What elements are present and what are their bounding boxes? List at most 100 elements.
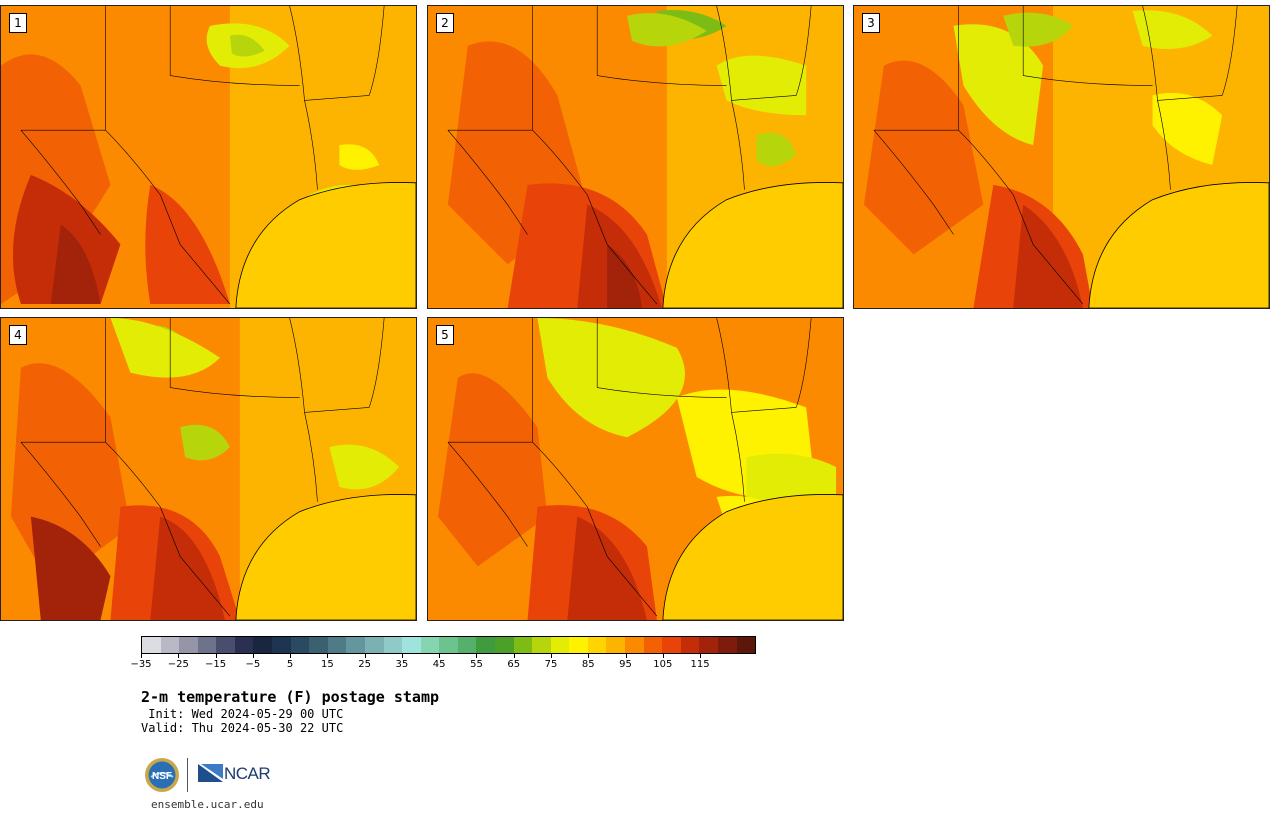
colorbar-segment [234, 637, 254, 653]
temperature-region [30, 516, 111, 620]
colorbar-tick-label: 35 [395, 659, 409, 670]
gulf-of-mexico [235, 182, 416, 308]
colorbar-segment [494, 637, 514, 653]
colorbar-tick-label: 65 [507, 659, 521, 670]
colorbar-segment [606, 637, 626, 653]
colorbar-segment [717, 637, 737, 653]
figure-title: 2-m temperature (F) postage stamp [141, 688, 440, 706]
temperature-region [180, 424, 230, 461]
colorbar-segment [364, 637, 384, 653]
website-link[interactable]: ensemble.ucar.edu [151, 798, 264, 811]
colorbar-tick-label: 115 [690, 659, 710, 670]
temperature-region [567, 516, 647, 620]
temperature-region [716, 55, 807, 116]
colorbar-segment [346, 637, 365, 653]
state-border [731, 100, 745, 190]
state-border [731, 412, 745, 502]
panel-1: 1 [0, 5, 417, 309]
colorbar-segment [513, 637, 533, 653]
state-border [873, 129, 954, 235]
state-border [304, 100, 318, 190]
gulf-of-mexico [662, 494, 843, 620]
temperature-map [1, 318, 416, 620]
state-border [795, 318, 812, 408]
temperature-region [329, 444, 400, 490]
panel-5: 5 [427, 317, 844, 621]
panel-label: 1 [9, 13, 27, 33]
colorbar-segment [643, 637, 663, 653]
temperature-map [1, 6, 416, 308]
colorbar-segment [290, 637, 310, 653]
state-border [368, 6, 385, 96]
temperature-region [50, 224, 101, 305]
colorbar-tick-label: 85 [581, 659, 595, 670]
logo-divider [187, 758, 188, 792]
colorbar-segment [476, 637, 495, 653]
colorbar-segment [216, 637, 235, 653]
colorbar-tick-label: 95 [619, 659, 632, 670]
colorbar-tick-label: 75 [544, 659, 558, 670]
temperature-region [537, 318, 685, 438]
colorbar-tick-label: 15 [320, 659, 334, 670]
state-border [169, 318, 300, 398]
colorbar-segment [383, 637, 403, 653]
colorbar-segment [439, 637, 458, 653]
panel-2: 2 [427, 5, 844, 309]
colorbar-segment [402, 637, 421, 653]
colorbar-segment [160, 637, 180, 653]
state-border [716, 318, 797, 413]
state-border [1221, 6, 1238, 96]
temperature-region [756, 132, 797, 167]
colorbar-segment [699, 637, 718, 653]
state-border [169, 6, 300, 86]
colorbar-tick-label: 25 [358, 659, 371, 670]
state-border [596, 6, 727, 86]
colorbar-segment [142, 637, 161, 653]
colorbar-segment [179, 637, 198, 653]
colorbar-segment [550, 637, 570, 653]
colorbar-segment [197, 637, 217, 653]
colorbar-tick-label: −25 [167, 659, 189, 670]
nsf-logo-text: NSF [152, 771, 172, 782]
init-time: Init: Wed 2024-05-29 00 UTC [141, 707, 344, 721]
valid-time: Valid: Thu 2024-05-30 22 UTC [141, 721, 344, 735]
temperature-region [953, 24, 1044, 146]
state-border [1142, 6, 1223, 101]
panel-label: 5 [436, 325, 454, 345]
temperature-map [854, 6, 1269, 308]
state-border [447, 441, 528, 547]
border-mexico [447, 129, 658, 305]
temperature-region [1013, 204, 1083, 308]
panel-4: 4 [0, 317, 417, 621]
state-border [20, 129, 101, 235]
colorbar-tick-label: 45 [432, 659, 446, 670]
border-mexico [873, 129, 1084, 305]
colorbar-segment [253, 637, 273, 653]
panel-label: 2 [436, 13, 454, 33]
temperature-region [627, 13, 707, 47]
temperature-region [437, 373, 548, 567]
temperature-map [428, 318, 843, 620]
colorbar-segment [662, 637, 681, 653]
temperature-region [863, 60, 984, 255]
temperature-region [1003, 12, 1073, 47]
state-border [304, 412, 318, 502]
temperature-map [428, 6, 843, 308]
colorbar-tick-label: −15 [204, 659, 227, 670]
border-mexico [447, 441, 658, 617]
colorbar-tick-label: 55 [470, 659, 483, 670]
panel-label: 4 [9, 325, 27, 345]
colorbar-tick-label: −5 [245, 659, 261, 670]
colorbar-segment [420, 637, 440, 653]
border-mexico [20, 129, 231, 305]
temperature-region [339, 144, 380, 170]
temperature-region [1152, 92, 1223, 165]
colorbar-segment [736, 637, 756, 653]
colorbar-tick-label: 105 [653, 659, 673, 670]
colorbar-segment [625, 637, 644, 653]
colorbar [141, 636, 756, 654]
panel-label: 3 [862, 13, 880, 33]
ncar-logo-text: NCAR [224, 764, 271, 783]
state-border [1022, 6, 1153, 86]
colorbar-segment [587, 637, 607, 653]
